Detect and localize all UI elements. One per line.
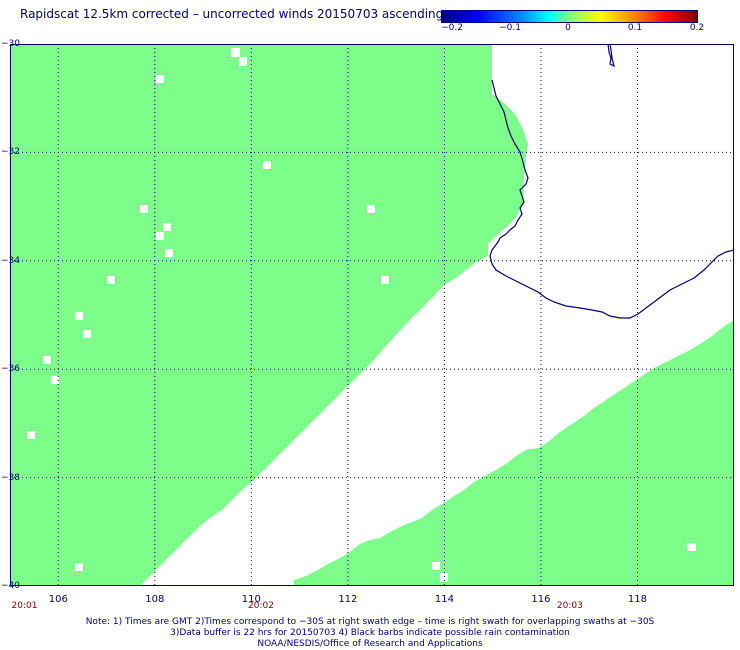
color-bar-tick: 0	[565, 23, 571, 33]
swath-right-area	[294, 320, 734, 586]
latitude-label: −34	[1, 255, 20, 266]
time-label: 20:02	[248, 601, 274, 611]
no-data-cell	[75, 312, 83, 320]
time-label: 20:01	[11, 601, 38, 611]
no-data-cell	[156, 75, 164, 83]
no-data-cell	[367, 205, 375, 213]
latitude-label: −36	[1, 364, 20, 375]
no-data-cell	[83, 330, 91, 338]
color-bar-tick: −0.1	[499, 23, 521, 33]
color-bar-tick: 0.1	[627, 23, 643, 33]
longitude-label: 114	[434, 594, 454, 605]
no-data-cell	[231, 48, 240, 57]
swath-left-area	[10, 44, 528, 586]
no-data-cell	[27, 431, 35, 439]
no-data-cell	[440, 573, 448, 582]
coastline	[489, 44, 734, 319]
no-data-cell	[43, 356, 51, 364]
no-data-cell	[432, 562, 440, 570]
swath-left	[10, 44, 528, 586]
color-bar-tick: 0.2	[689, 23, 705, 33]
latitude-label: −40	[1, 581, 20, 591]
no-data-cell	[239, 57, 247, 66]
longitude-label: 106	[48, 594, 68, 605]
coastline-inlet	[607, 44, 615, 68]
footnote-line-2: 3)Data buffer is 22 hrs for 20150703 4) …	[170, 628, 570, 638]
lat-lon-grid	[10, 44, 734, 586]
swath-right	[294, 320, 734, 586]
map-frame	[10, 44, 734, 586]
footnote-line-1: Note: 1) Times are GMT 2)Times correspon…	[85, 617, 655, 627]
no-data-cell	[163, 223, 171, 231]
map-title: Rapidscat 12.5km corrected – uncorrected…	[20, 7, 444, 21]
latitude-label: −38	[1, 472, 20, 483]
longitude-label: 118	[627, 594, 647, 605]
no-data-cell	[263, 161, 271, 169]
no-data-cell	[107, 276, 115, 284]
no-data-cell	[381, 276, 389, 284]
no-data-cell	[165, 249, 173, 257]
footnote-credit: NOAA/NESDIS/Office of Research and Appli…	[257, 639, 483, 649]
no-data-cell	[140, 205, 148, 213]
color-bar-tick: −0.2	[441, 23, 463, 33]
longitude-label: 108	[145, 594, 165, 605]
no-data-cell	[156, 232, 164, 240]
time-label: 20:03	[556, 601, 583, 611]
wind-map	[10, 44, 734, 586]
no-data-cell	[687, 543, 696, 551]
longitude-label: 116	[531, 594, 551, 605]
coastline-west-australia	[489, 79, 734, 319]
latitude-label: −32	[1, 147, 20, 158]
no-data-cell	[75, 563, 83, 571]
longitude-label: 112	[338, 594, 358, 605]
no-data-cell	[51, 376, 59, 384]
color-bar-gradient	[441, 10, 698, 23]
longitude-label: 110	[241, 594, 261, 605]
latitude-label: −30	[1, 39, 20, 49]
